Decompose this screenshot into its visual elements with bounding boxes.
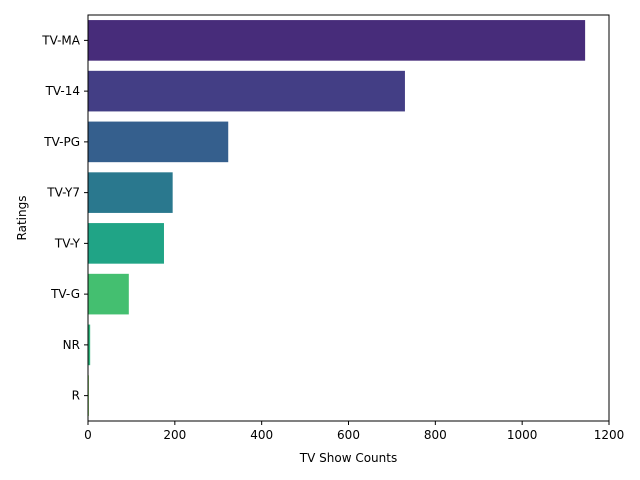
bar-tv-g (88, 273, 129, 315)
x-tick-label: 600 (337, 428, 360, 442)
bar-tv-y7 (88, 172, 173, 213)
x-tick-label: 0 (84, 428, 92, 442)
y-tick-label: TV-G (50, 287, 80, 301)
y-tick-label: TV-Y (54, 236, 81, 250)
bar-nr (88, 324, 91, 366)
bar-tv-y (88, 223, 164, 264)
bar-tv-14 (88, 70, 405, 112)
bars-group (88, 20, 586, 416)
y-tick-label: TV-PG (43, 135, 80, 149)
x-tick-label: 200 (163, 428, 186, 442)
y-axis-ticks: TV-MA TV-14 TV-PG TV-Y7 TV-Y TV-G NR R (41, 33, 88, 403)
x-tick-label: 1200 (594, 428, 625, 442)
y-tick-label: TV-MA (41, 33, 81, 47)
y-tick-label: NR (63, 338, 80, 352)
bar-tv-ma (88, 20, 586, 61)
x-tick-label: 800 (424, 428, 447, 442)
x-tick-label: 1000 (507, 428, 538, 442)
y-tick-label: TV-14 (45, 84, 80, 98)
y-tick-label: TV-Y7 (46, 186, 80, 200)
y-axis-label: Ratings (15, 196, 29, 241)
bar-tv-pg (88, 121, 229, 163)
y-tick-label: R (72, 389, 80, 403)
x-axis-label: TV Show Counts (299, 451, 397, 465)
x-tick-label: 400 (250, 428, 273, 442)
x-axis-ticks: 0 200 400 600 800 1000 1200 (84, 421, 624, 442)
